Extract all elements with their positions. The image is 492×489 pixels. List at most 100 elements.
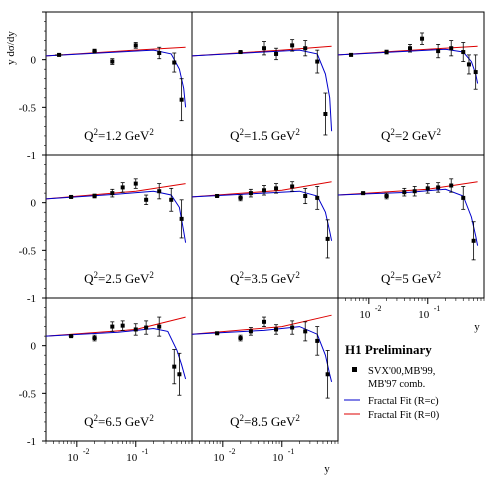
data-point xyxy=(315,195,320,200)
x-tick-exponent: -2 xyxy=(375,304,382,313)
q2-label: Q2=3.5 GeV2 xyxy=(230,270,300,286)
panel: Q2=5 GeV2 xyxy=(338,178,479,286)
x-tick-label: 10 xyxy=(272,452,284,464)
panel-plot-area xyxy=(192,39,333,136)
data-point xyxy=(133,327,138,332)
data-point xyxy=(172,60,177,65)
panel-plot-area xyxy=(46,42,187,122)
x-tick-exponent: -2 xyxy=(83,447,90,456)
data-point xyxy=(92,336,97,341)
data-point xyxy=(172,364,177,369)
data-point xyxy=(420,36,425,41)
x-tick-label: 10 xyxy=(359,309,371,321)
data-point xyxy=(384,50,389,55)
panel-plot-area xyxy=(46,178,187,243)
x-tick-exponent: -2 xyxy=(229,447,236,456)
data-point xyxy=(274,186,279,191)
panel: Q2=2 GeV2 xyxy=(338,32,479,143)
data-point xyxy=(303,46,308,51)
data-point xyxy=(471,238,476,243)
q2-label: Q2=1.2 GeV2 xyxy=(84,127,154,143)
x-tick-label: 10 xyxy=(67,452,79,464)
panel-plot-area xyxy=(338,32,479,90)
fit-line-rc xyxy=(338,188,479,246)
fit-line-rc xyxy=(192,326,333,383)
data-point xyxy=(425,186,430,191)
panel-frames: 0-0.5-10-0.5-10-0.5-110-210-110-210-110-… xyxy=(19,11,485,464)
fit-line-r0 xyxy=(46,183,186,200)
data-point xyxy=(436,185,441,190)
data-point xyxy=(402,190,407,195)
y-tick-label: 0 xyxy=(31,55,37,67)
data-point xyxy=(157,50,162,55)
data-point xyxy=(238,50,243,55)
data-point xyxy=(179,216,184,221)
data-point xyxy=(69,194,74,199)
data-point xyxy=(133,181,138,186)
y-axis-label: y dσ/dy xyxy=(5,31,17,65)
data-point xyxy=(120,185,125,190)
data-point xyxy=(157,324,162,329)
data-point xyxy=(323,112,328,117)
fit-line-rc xyxy=(192,190,333,241)
data-point xyxy=(436,49,441,54)
panel-plot-area xyxy=(338,178,479,261)
data-point xyxy=(169,197,174,202)
panel: Q2=1.2 GeV2 xyxy=(46,42,187,143)
q2-label: Q2=6.5 GeV2 xyxy=(84,413,154,429)
data-point xyxy=(412,189,417,194)
data-point xyxy=(248,329,253,334)
data-point xyxy=(325,236,330,241)
q2-label: Q2=5 GeV2 xyxy=(381,270,441,286)
y-tick-label: -1 xyxy=(27,293,36,305)
data-point xyxy=(179,97,184,102)
data-point xyxy=(110,59,115,64)
data-point xyxy=(238,336,243,341)
data-point xyxy=(69,334,74,339)
legend-entry-data-2: MB'97 comb. xyxy=(368,379,425,390)
data-point xyxy=(290,43,295,48)
data-point xyxy=(157,189,162,194)
fit-line-rc xyxy=(338,48,479,84)
data-point xyxy=(473,70,478,75)
data-point xyxy=(177,372,182,377)
legend-title: H1 Preliminary xyxy=(345,342,432,357)
data-point xyxy=(110,191,115,196)
x-axis-label-bottom: y xyxy=(324,463,330,475)
data-point xyxy=(449,46,454,51)
q2-label: Q2=8.5 GeV2 xyxy=(230,413,300,429)
y-tick-label: -0.5 xyxy=(19,388,37,400)
y-tick-label: -1 xyxy=(27,150,36,162)
q2-label: Q2=1.5 GeV2 xyxy=(230,127,300,143)
panels: Q2=1.2 GeV2 Q2=1.5 GeV2 Q2=2 GeV2 Q2=2.5 Ge… xyxy=(46,32,479,429)
x-tick-label: 10 xyxy=(213,452,225,464)
data-point xyxy=(325,372,330,377)
fit-line-rc xyxy=(46,327,187,380)
panel: Q2=2.5 GeV2 xyxy=(46,178,187,286)
panel-plot-area xyxy=(46,316,187,396)
data-point xyxy=(303,193,308,198)
fit-line-rc xyxy=(46,49,187,108)
x-tick-label: 10 xyxy=(126,452,138,464)
data-point xyxy=(349,52,354,57)
axis-labels: y dσ/dy y y xyxy=(5,31,480,475)
data-point xyxy=(315,59,320,64)
data-point xyxy=(92,193,97,198)
data-point xyxy=(262,46,267,51)
y-tick-label: -0.5 xyxy=(19,102,37,114)
panel: Q2=8.5 GeV2 xyxy=(192,314,333,429)
x-tick-exponent: -1 xyxy=(142,447,149,456)
data-point xyxy=(248,191,253,196)
legend-entry-fit-c: Fractal Fit (R=c) xyxy=(368,396,439,407)
fit-line-r0 xyxy=(192,314,332,335)
fit-line-rc xyxy=(192,49,333,132)
x-axis-label-right: y xyxy=(474,321,480,333)
data-point xyxy=(120,323,125,328)
data-point xyxy=(274,327,279,332)
q2-label: Q2=2 GeV2 xyxy=(381,127,441,143)
x-tick-label: 10 xyxy=(418,309,430,321)
legend-marker-data xyxy=(352,367,357,372)
fit-line-rc xyxy=(46,190,187,243)
panel-frame xyxy=(191,297,339,442)
